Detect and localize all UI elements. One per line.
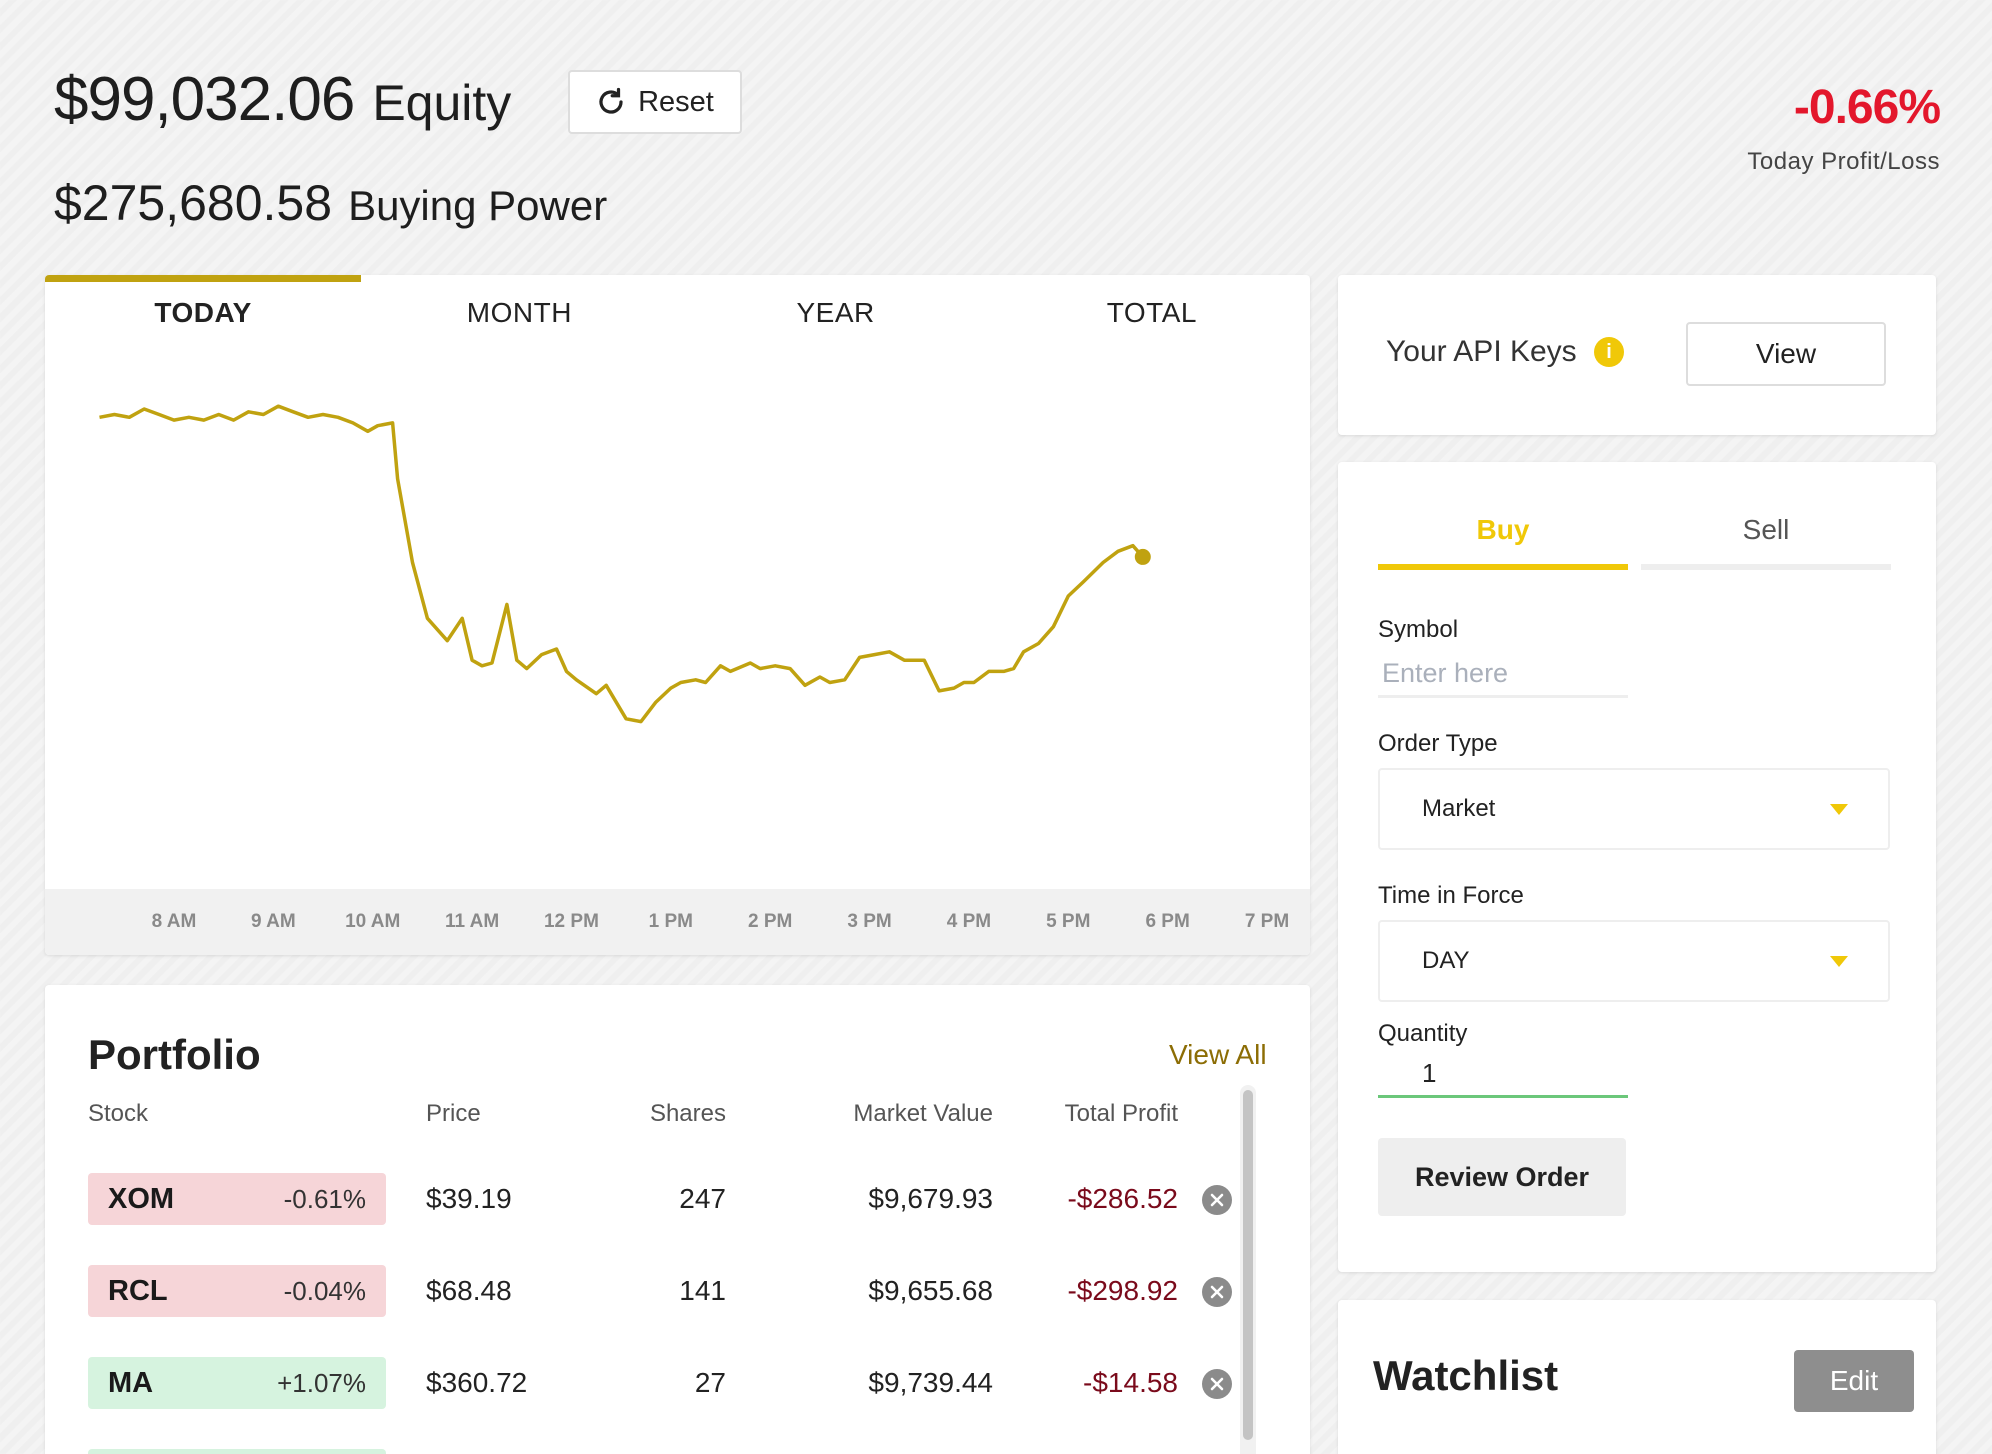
buying-power-label: Buying Power [348,182,608,229]
time-in-force-value: DAY [1422,947,1470,974]
price-cell: $360.72 [426,1367,528,1398]
ticker-change: +1.07% [277,1367,366,1398]
x-tick-label: 3 PM [847,911,892,932]
ticker-pill: MA +1.07% [88,1357,386,1409]
x-tick-label: 2 PM [747,911,793,932]
reset-button[interactable]: Reset [568,70,742,134]
ticker-pill: RCL -0.04% [88,1265,386,1317]
refresh-icon [599,87,623,114]
tab-total[interactable]: TOTAL [1106,297,1197,328]
total-profit-cell: -$14.58 [1083,1367,1178,1398]
api-keys-label: Your API Keys [1386,335,1577,368]
watchlist-title: Watchlist [1373,1352,1559,1399]
close-icon [1210,1193,1224,1207]
portfolio-card: Portfolio View All Stock Price Shares Ma… [45,985,1310,1454]
tab-today[interactable]: TODAY [45,275,362,345]
tab-buy[interactable]: Buy [1378,514,1628,570]
today-profit-loss-value: -0.66% [1793,81,1941,134]
equity-label: Equity [372,75,512,131]
market-value-cell: $9,655.68 [868,1275,993,1306]
x-tick-label: 9 AM [251,911,296,932]
x-tick-label: 11 AM [444,911,500,932]
order-type-select[interactable]: Market [1378,768,1890,850]
view-all-link[interactable]: View All [1169,1039,1267,1070]
review-order-button[interactable]: Review Order [1378,1138,1626,1216]
table-row[interactable]: MA +1.07% $360.72 27 $9,739.44 -$14.58 [45,1357,1310,1409]
today-profit-loss-label: Today Profit/Loss [1747,148,1940,175]
equity-line-chart [99,404,1151,724]
market-value-cell: $9,739.44 [868,1367,993,1398]
column-header-total-profit: Total Profit [1064,1100,1178,1127]
symbol-label: Symbol [1378,616,1459,643]
close-icon [1210,1285,1224,1299]
column-header-shares: Shares [649,1100,726,1127]
total-profit-cell: -$286.52 [1067,1183,1178,1214]
portfolio-scrollbar-thumb[interactable] [1243,1090,1253,1440]
shares-cell: 247 [679,1183,726,1214]
x-tick-label: 1 PM [648,911,693,932]
remove-position-button[interactable] [1202,1185,1232,1215]
ticker-change: -0.61% [283,1183,366,1214]
ticker-symbol: MA [108,1366,154,1399]
current-value-point [1134,548,1151,565]
watchlist-card: Watchlist Edit [1338,1300,1936,1454]
shares-cell: 27 [694,1367,726,1398]
ticker-pill [88,1449,386,1454]
view-api-keys-button[interactable]: View [1686,322,1886,386]
equity-display: $99,032.06 Equity [54,64,511,135]
column-header-price: Price [426,1100,481,1127]
equity-chart-card: TODAY MONTH YEAR TOTAL 8 AM 9 AM 10 AM 11 A… [45,275,1310,955]
x-tick-label: 4 PM [946,911,992,932]
caret-down-icon [1830,956,1848,967]
portfolio-title: Portfolio [88,1031,261,1078]
tab-year[interactable]: YEAR [796,297,875,328]
column-header-market-value: Market Value [853,1100,993,1127]
buying-power-amount: $275,680.58 [54,175,333,231]
x-tick-label: 6 PM [1145,911,1190,932]
table-row[interactable]: RCL -0.04% $68.48 141 $9,655.68 -$298.92 [45,1265,1310,1317]
order-type-value: Market [1422,795,1496,822]
time-in-force-select[interactable]: DAY [1378,920,1890,1002]
time-in-force-label: Time in Force [1378,882,1524,909]
order-form-card: Buy Sell Symbol Order Type Market Time i… [1338,462,1936,1272]
ticker-symbol: XOM [108,1182,175,1215]
caret-down-icon [1830,804,1848,815]
shares-cell: 141 [679,1275,726,1306]
symbol-input[interactable] [1378,652,1628,698]
price-cell: $68.48 [426,1275,512,1306]
edit-watchlist-button[interactable]: Edit [1794,1350,1914,1412]
price-cell: $39.19 [426,1183,512,1214]
quantity-label: Quantity [1378,1020,1468,1047]
close-icon [1210,1377,1224,1391]
remove-position-button[interactable] [1202,1369,1232,1399]
buying-power-display: $275,680.58 Buying Power [54,174,607,232]
equity-series-line [99,404,1145,724]
api-keys-card: Your API Keys i View [1338,275,1936,435]
x-tick-label: 7 PM [1244,911,1290,932]
x-tick-label: 8 AM [151,911,197,932]
ticker-symbol: RCL [108,1274,168,1307]
tab-sell[interactable]: Sell [1641,514,1891,570]
x-tick-label: 12 PM [543,911,599,932]
ticker-pill: XOM -0.61% [88,1173,386,1225]
tab-month[interactable]: MONTH [466,297,572,328]
column-header-stock: Stock [88,1100,149,1127]
x-tick-label: 5 PM [1046,911,1091,932]
quantity-input[interactable] [1378,1052,1628,1098]
order-type-label: Order Type [1378,730,1498,757]
remove-position-button[interactable] [1202,1277,1232,1307]
total-profit-cell: -$298.92 [1067,1275,1178,1306]
equity-amount: $99,032.06 [54,65,355,134]
ticker-change: -0.04% [283,1275,366,1306]
reset-label: Reset [638,85,714,118]
market-value-cell: $9,679.93 [868,1183,993,1214]
x-tick-label: 10 AM [345,911,401,932]
table-row[interactable] [45,1449,1310,1454]
info-icon[interactable]: i [1594,337,1624,367]
chart-range-tabs: TODAY MONTH YEAR TOTAL [45,275,1310,345]
x-axis: 8 AM 9 AM 10 AM 11 AM 12 PM 1 PM 2 PM 3 PM 4 PM 5… [45,889,1310,955]
table-row[interactable]: XOM -0.61% $39.19 247 $9,679.93 -$286.52 [45,1173,1310,1225]
